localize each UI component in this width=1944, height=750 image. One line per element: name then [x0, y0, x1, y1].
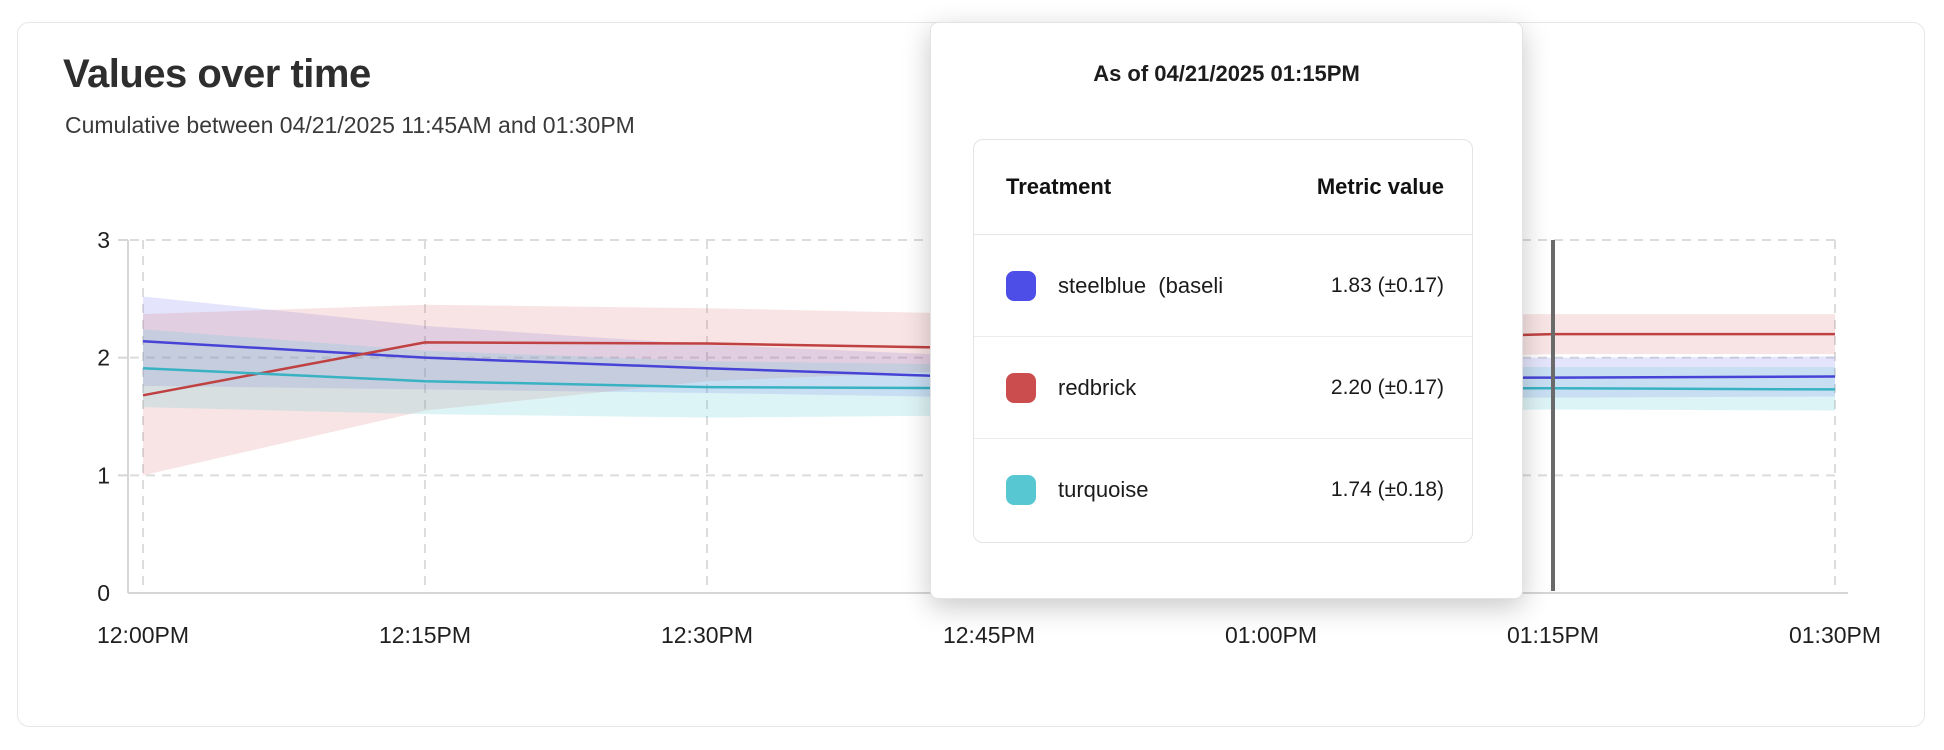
- series-label: turquoise: [1058, 477, 1149, 502]
- tooltip-col-metric-value: Metric value: [1316, 174, 1444, 199]
- series-swatch-redbrick: [1006, 372, 1036, 403]
- series-value: 1.83 (±0.17): [1330, 273, 1444, 297]
- x-tick-label: 01:30PM: [1789, 622, 1881, 648]
- series-swatch-turquoise: [1006, 475, 1036, 505]
- series-value: 2.20 (±0.17): [1330, 375, 1444, 399]
- tooltip: As of 04/21/2025 01:15PM Treatment Metri…: [930, 22, 1523, 599]
- x-tick-label: 01:00PM: [1225, 622, 1317, 648]
- y-tick-label: 0: [97, 580, 110, 606]
- series-value: 1.74 (±0.18): [1330, 478, 1444, 501]
- y-tick-label: 2: [97, 345, 110, 371]
- series-label: redbrick: [1058, 374, 1137, 400]
- tooltip-table-header: Treatment Metric value: [974, 140, 1472, 235]
- tooltip-table: Treatment Metric value steelblue (baseli…: [973, 139, 1473, 543]
- tooltip-title: As of 04/21/2025 01:15PM: [1093, 61, 1360, 86]
- x-tick-label: 12:30PM: [661, 622, 753, 648]
- tooltip-col-treatment: Treatment: [1006, 174, 1112, 199]
- x-tick-label: 01:15PM: [1507, 622, 1599, 648]
- tooltip-row-steelblue: steelblue (baseli 1.83 (±0.17): [974, 235, 1472, 337]
- page-subtitle: Cumulative between 04/21/2025 11:45AM an…: [65, 112, 635, 138]
- series-label: steelblue (baseli: [1058, 272, 1224, 298]
- y-tick-label: 3: [97, 227, 110, 253]
- x-tick-label: 12:00PM: [97, 622, 189, 648]
- tooltip-row-redbrick: redbrick 2.20 (±0.17): [974, 337, 1472, 439]
- series-swatch-steelblue: [1006, 270, 1036, 301]
- y-tick-label: 1: [97, 462, 110, 488]
- x-tick-label: 12:15PM: [379, 622, 471, 648]
- page-title: Values over time: [63, 52, 371, 96]
- tooltip-row-turquoise: turquoise 1.74 (±0.18): [974, 439, 1472, 541]
- x-tick-label: 12:45PM: [943, 622, 1035, 648]
